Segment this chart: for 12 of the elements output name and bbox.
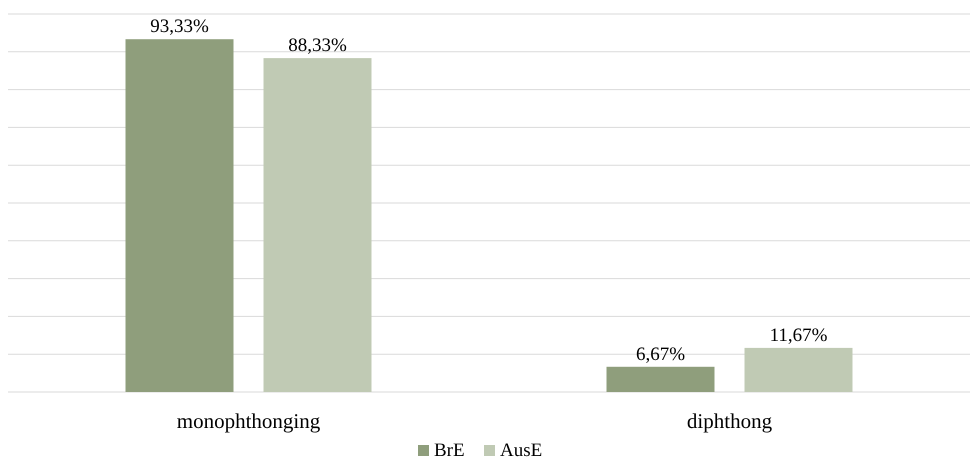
legend-label: BrE (434, 440, 465, 461)
bar (126, 39, 234, 392)
bar (606, 366, 714, 392)
data-label: 6,67% (636, 344, 686, 365)
bar (744, 348, 852, 392)
x-tick-label: diphthong (686, 409, 773, 433)
data-label: 93,33% (150, 16, 209, 38)
x-tick-label: monophthonging (176, 409, 321, 433)
bar (264, 58, 372, 392)
data-label: 88,33% (288, 35, 347, 56)
legend-label: AusE (500, 440, 542, 461)
data-label: 11,67% (770, 324, 828, 346)
